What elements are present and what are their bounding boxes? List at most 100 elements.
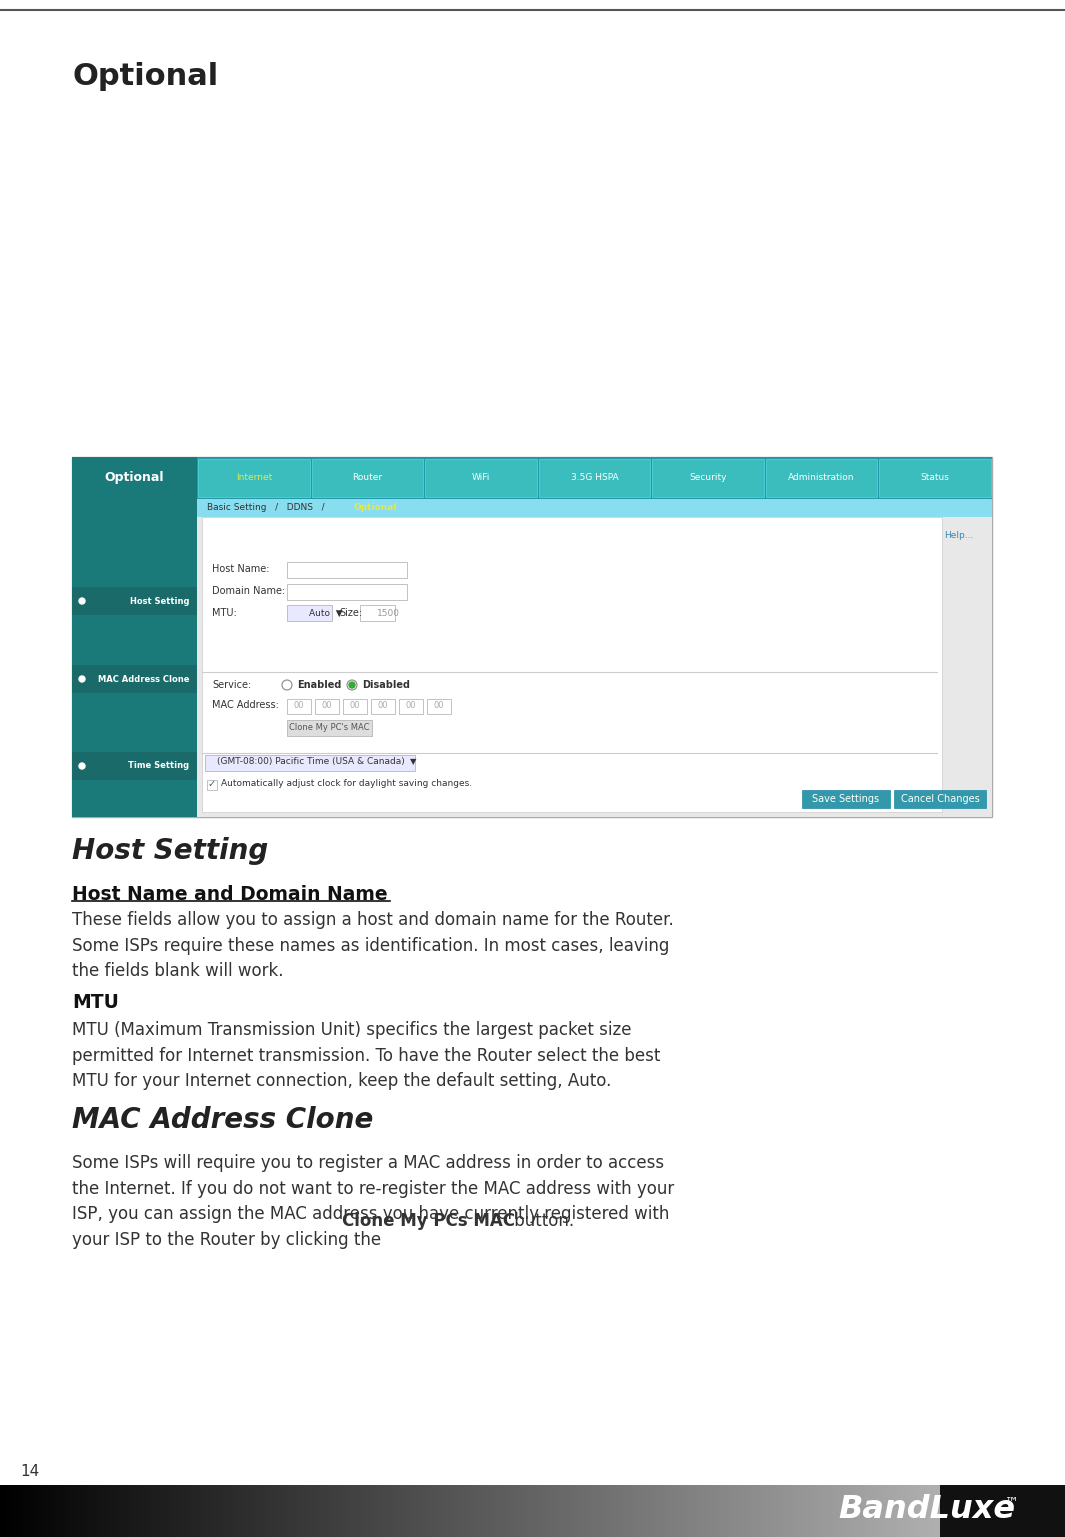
Bar	[504, 1485, 509, 1537]
Bar	[756, 1485, 760, 1537]
Text: These fields allow you to assign a host and domain name for the Router.
Some ISP: These fields allow you to assign a host …	[72, 911, 674, 981]
Bar	[458, 1485, 462, 1537]
Bar	[802, 1485, 807, 1537]
Text: MAC Address Clone: MAC Address Clone	[98, 675, 189, 684]
Bar	[427, 699, 450, 715]
Bar	[557, 1485, 562, 1537]
Bar	[791, 1485, 797, 1537]
Bar	[930, 1485, 935, 1537]
Bar	[1004, 1485, 1010, 1537]
Bar	[402, 1485, 406, 1537]
Bar	[831, 1485, 835, 1537]
Bar	[884, 1485, 888, 1537]
Text: Host Name and Domain Name: Host Name and Domain Name	[72, 885, 388, 904]
Bar	[323, 1485, 328, 1537]
Bar	[987, 1485, 992, 1537]
Bar	[433, 1485, 438, 1537]
Circle shape	[79, 676, 85, 682]
Bar	[330, 1485, 334, 1537]
Bar	[135, 1485, 140, 1537]
Bar	[514, 1485, 520, 1537]
Bar	[781, 1485, 786, 1537]
Bar	[1062, 1485, 1065, 1537]
Bar	[152, 1485, 158, 1537]
Bar	[714, 1485, 718, 1537]
Text: ✓: ✓	[208, 779, 216, 788]
Bar	[902, 1485, 906, 1537]
Bar	[197, 500, 992, 516]
Bar	[202, 1485, 207, 1537]
Bar	[447, 1485, 452, 1537]
Bar	[286, 606, 332, 621]
Bar	[894, 790, 986, 808]
Bar	[426, 1485, 430, 1537]
Bar	[600, 1485, 605, 1537]
Bar	[958, 1485, 963, 1537]
Bar	[764, 1485, 768, 1537]
Text: 00: 00	[294, 701, 305, 710]
Bar	[820, 1485, 824, 1537]
Bar	[632, 1485, 637, 1537]
Bar	[618, 1485, 622, 1537]
Bar	[802, 790, 890, 808]
Bar	[873, 1485, 878, 1537]
Text: Cancel Changes: Cancel Changes	[901, 795, 980, 804]
Bar	[266, 1485, 271, 1537]
Bar	[67, 1485, 72, 1537]
Bar	[870, 1485, 874, 1537]
Bar	[197, 456, 992, 500]
Bar	[519, 1485, 523, 1537]
Bar	[195, 1485, 200, 1537]
Bar	[529, 1485, 534, 1537]
Bar	[604, 1485, 608, 1537]
Bar	[210, 1485, 214, 1537]
Bar	[721, 1485, 725, 1537]
Text: Status: Status	[921, 473, 950, 483]
Text: 3.5G HSPA: 3.5G HSPA	[571, 473, 619, 483]
Text: button.: button.	[509, 1213, 574, 1231]
Bar	[131, 1485, 136, 1537]
Bar	[138, 1485, 143, 1537]
Bar	[1022, 1485, 1027, 1537]
Bar	[93, 1485, 97, 1537]
Bar	[1036, 1485, 1042, 1537]
Bar	[493, 1485, 498, 1537]
Bar	[845, 1485, 850, 1537]
Bar	[703, 1485, 707, 1537]
Bar	[237, 1485, 243, 1537]
Circle shape	[282, 679, 292, 690]
Bar	[788, 1485, 792, 1537]
Bar	[75, 1485, 79, 1537]
Circle shape	[347, 679, 357, 690]
Bar	[841, 1485, 846, 1537]
Bar	[149, 1485, 153, 1537]
Bar	[160, 1485, 164, 1537]
Bar	[248, 1485, 253, 1537]
Bar	[1058, 1485, 1063, 1537]
Bar	[355, 1485, 360, 1537]
Bar	[785, 1485, 789, 1537]
Bar	[469, 1485, 473, 1537]
Bar	[99, 1485, 104, 1537]
Text: WiFi: WiFi	[472, 473, 490, 483]
Bar	[252, 1485, 257, 1537]
Bar	[181, 1485, 185, 1537]
Bar	[88, 1485, 94, 1537]
Bar	[128, 1485, 132, 1537]
Bar	[415, 1485, 420, 1537]
Text: Some ISPs will require you to register a MAC address in order to access
the Inte: Some ISPs will require you to register a…	[72, 1154, 674, 1250]
Bar	[11, 1485, 15, 1537]
Bar	[408, 1485, 413, 1537]
Bar	[532, 1485, 537, 1537]
Bar	[940, 1485, 946, 1537]
Bar	[639, 1485, 643, 1537]
Circle shape	[79, 598, 85, 604]
Text: Optional: Optional	[354, 504, 397, 512]
Bar	[561, 1485, 566, 1537]
Bar	[106, 1485, 111, 1537]
Text: MTU: MTU	[72, 993, 119, 1011]
Bar	[29, 1485, 33, 1537]
Bar	[628, 1485, 633, 1537]
Bar	[312, 460, 423, 496]
Bar	[652, 460, 764, 496]
